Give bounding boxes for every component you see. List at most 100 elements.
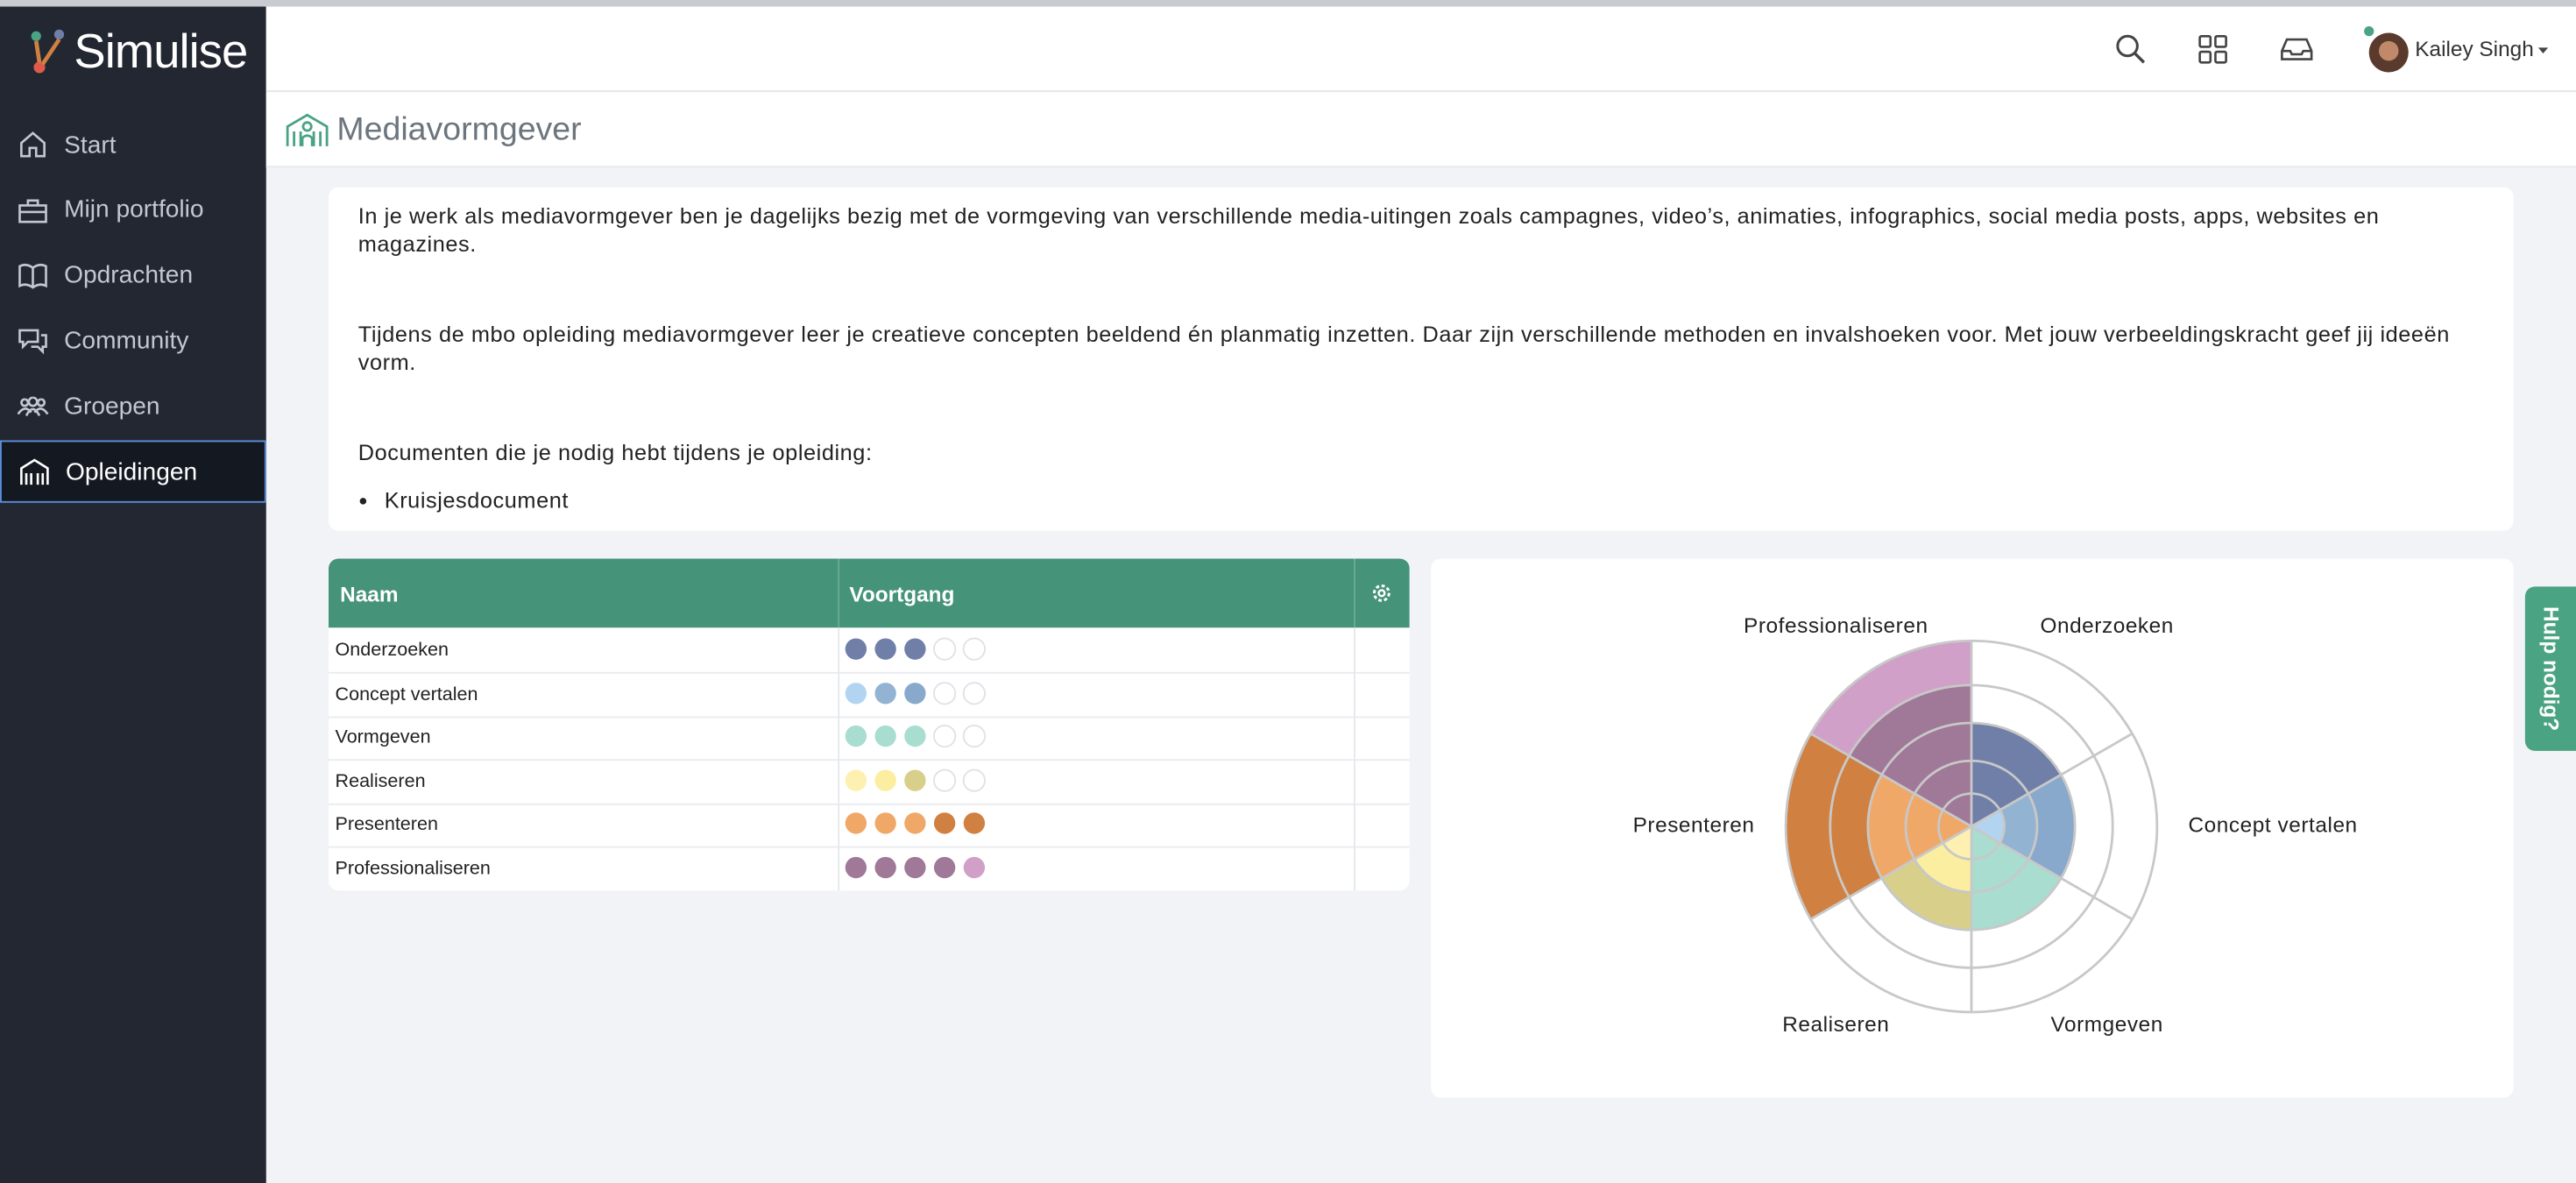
category-label: Professionaliseren bbox=[1744, 614, 1928, 638]
column-header[interactable]: Voortgang bbox=[849, 581, 955, 606]
sidebar: Simulise Start Mijn portfolio Opdrachten Co… bbox=[0, 6, 266, 1183]
nav-label: Opdrachten bbox=[64, 261, 194, 290]
nav-item[interactable]: Groepen bbox=[0, 375, 266, 437]
logo bbox=[31, 29, 65, 74]
progress-dot bbox=[845, 638, 867, 660]
nav-item[interactable]: Mijn portfolio bbox=[0, 179, 266, 241]
nav-item[interactable]: Opdrachten bbox=[0, 244, 266, 307]
column-divider bbox=[838, 627, 840, 891]
settings-icon[interactable] bbox=[1370, 582, 1393, 605]
polar-segment bbox=[1971, 859, 2062, 931]
document-link[interactable]: Kruisjesdocument bbox=[385, 488, 569, 513]
progress-dots bbox=[845, 637, 986, 661]
polar-segment bbox=[2028, 775, 2076, 879]
polar-segment bbox=[1999, 793, 2037, 860]
polar-segment bbox=[1971, 723, 2062, 794]
table-header: Naam Voortgang bbox=[329, 558, 1410, 628]
intro-paragraph: Documenten die je nodig hebt tijdens je … bbox=[357, 440, 873, 465]
empty-dot bbox=[933, 725, 957, 748]
grid-spoke bbox=[1809, 732, 1972, 828]
topbar: Kailey Singh bbox=[265, 6, 2576, 92]
polar-chart: Onderzoeken Concept vertalen Vormgeven Real… bbox=[1633, 614, 2358, 1037]
grid-spoke bbox=[1971, 732, 2134, 828]
header-divider bbox=[838, 558, 840, 628]
progress-table: Naam Voortgang Onderzoeken Concept vertal… bbox=[329, 558, 1410, 891]
progress-dot bbox=[904, 856, 926, 879]
table-row: Concept vertalen bbox=[329, 673, 1410, 718]
polar-segment bbox=[1971, 842, 2028, 893]
nav-item[interactable]: Opleidingen bbox=[0, 440, 266, 503]
window-edge bbox=[0, 0, 2576, 7]
polar-segment bbox=[1867, 775, 1915, 879]
help-tab[interactable]: Hulp nodig? bbox=[2524, 586, 2576, 751]
progress-dot bbox=[845, 856, 867, 879]
polar-segment bbox=[1786, 733, 1850, 920]
row-name: Presenteren bbox=[335, 815, 438, 836]
row-name: Onderzoeken bbox=[335, 641, 449, 661]
polar-segment bbox=[1971, 761, 2028, 811]
document-list: Kruisjesdocument bbox=[358, 488, 569, 513]
nav-icon bbox=[18, 199, 47, 223]
progress-dot bbox=[874, 726, 896, 747]
polar-segment bbox=[1881, 723, 1971, 794]
search-icon[interactable] bbox=[2114, 33, 2148, 67]
apps-icon[interactable] bbox=[2198, 34, 2228, 64]
progress-dot bbox=[874, 812, 896, 835]
nav-item[interactable]: Community bbox=[0, 309, 266, 372]
progress-dot bbox=[874, 769, 896, 791]
polar-segment bbox=[1881, 859, 1971, 931]
progress-dot bbox=[933, 812, 956, 835]
category-label: Presenteren bbox=[1633, 814, 1755, 838]
nav-icon bbox=[17, 396, 49, 417]
nav-item[interactable]: Start bbox=[0, 113, 266, 175]
inbox-icon[interactable] bbox=[2281, 36, 2314, 62]
category-label: Vormgeven bbox=[2051, 1013, 2163, 1037]
nav-label: Community bbox=[64, 326, 189, 355]
nav-icon-shape bbox=[20, 131, 46, 158]
nav-label: Groepen bbox=[64, 392, 160, 421]
polar-segment bbox=[1971, 810, 2005, 843]
polar-segment bbox=[1914, 761, 1971, 811]
intro-paragraph: Tijdens de mbo opleiding mediavormgever … bbox=[357, 322, 2450, 375]
empty-dot bbox=[962, 637, 986, 661]
brand-name: Simulise bbox=[74, 25, 248, 79]
progress-dots bbox=[845, 725, 986, 748]
brand[interactable]: Simulise bbox=[26, 23, 248, 82]
chart-card: Onderzoeken Concept vertalen Vormgeven Real… bbox=[1431, 558, 2514, 1098]
nav-icon-shape bbox=[20, 458, 49, 485]
empty-dot bbox=[933, 637, 957, 661]
polar-segment bbox=[1829, 755, 1882, 897]
progress-dots bbox=[845, 769, 986, 792]
column-header[interactable]: Naam bbox=[340, 581, 399, 606]
intro-paragraph: In je werk als mediavormgever ben je dag… bbox=[357, 203, 2380, 257]
row-name: Professionaliseren bbox=[335, 859, 491, 880]
polar-segment bbox=[1849, 684, 1971, 776]
nav-label: Mijn portfolio bbox=[64, 195, 204, 224]
empty-dot bbox=[962, 769, 986, 792]
category-label: Realiseren bbox=[1782, 1013, 1889, 1037]
header-divider bbox=[1354, 558, 1355, 628]
title-bar: Mediavormgever bbox=[265, 92, 2576, 168]
empty-dot bbox=[933, 769, 957, 792]
nav-icon bbox=[20, 458, 49, 485]
nav-icon-shape bbox=[18, 199, 47, 223]
table-row: Realiseren bbox=[329, 761, 1410, 805]
nav-icon-shape bbox=[18, 263, 47, 289]
empty-dot bbox=[933, 681, 957, 705]
row-name: Realiseren bbox=[335, 771, 426, 792]
row-name: Vormgeven bbox=[335, 727, 431, 748]
table-row: Presenteren bbox=[329, 804, 1410, 849]
empty-dot bbox=[962, 725, 986, 748]
avatar[interactable] bbox=[2362, 26, 2411, 75]
intro-card: In je werk als mediavormgever ben je dag… bbox=[329, 187, 2514, 531]
user-name[interactable]: Kailey Singh bbox=[2415, 36, 2534, 61]
user-caret bbox=[2537, 47, 2549, 53]
progress-dot bbox=[845, 769, 867, 791]
nav-icon-shape bbox=[18, 329, 47, 356]
progress-dot bbox=[874, 638, 896, 660]
table-row: Professionaliseren bbox=[329, 848, 1410, 891]
nav-icon-shape bbox=[17, 396, 49, 417]
page-title: Mediavormgever bbox=[336, 111, 582, 148]
progress-dot bbox=[904, 812, 926, 835]
